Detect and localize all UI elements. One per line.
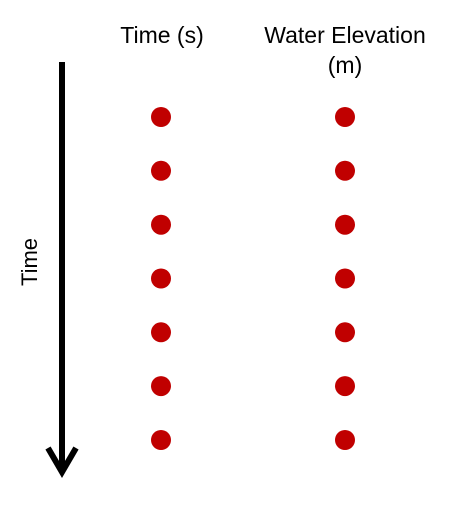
water-elevation-column-dots: [335, 107, 355, 450]
time-column-header: Time (s): [120, 22, 204, 48]
water-elevation-sample-dot: [335, 160, 355, 181]
time-sample-dot: [151, 430, 171, 450]
water-elevation-column-header: Water Elevation (m): [264, 22, 426, 78]
water-elevation-sample-dot: [335, 107, 355, 127]
time-sample-dot: [151, 376, 171, 397]
time-arrow-head: [45, 446, 79, 478]
time-sample-dot: [151, 160, 171, 181]
time-sample-dot: [151, 268, 171, 289]
time-arrow: [45, 62, 79, 478]
water-elevation-sample-dot: [335, 376, 355, 397]
time-sample-dot: [151, 322, 171, 343]
water-elevation-sample-dot: [335, 214, 355, 235]
time-sample-dot: [151, 107, 171, 127]
time-column-dots: [151, 107, 171, 450]
water-elevation-sample-dot: [335, 430, 355, 450]
time-sample-dot: [151, 214, 171, 235]
water-elevation-sample-dot: [335, 268, 355, 289]
water-elevation-sample-dot: [335, 322, 355, 343]
